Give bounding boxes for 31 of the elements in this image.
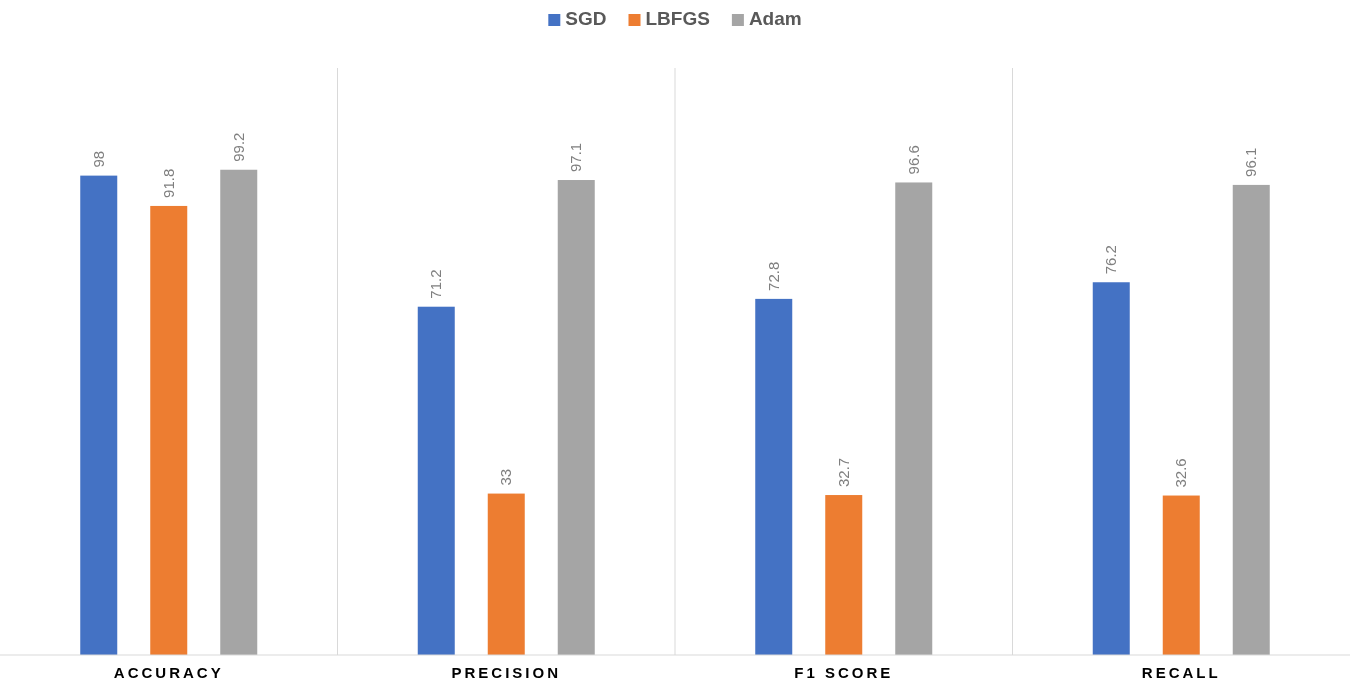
bar: [895, 182, 933, 655]
data-label: 97.1: [567, 142, 585, 173]
data-label: 96.1: [1242, 147, 1260, 177]
data-label: 72.8: [764, 261, 782, 291]
bar: [1162, 495, 1200, 655]
bar: [150, 205, 188, 655]
legend-label: LBFGS: [645, 8, 710, 29]
bar: [825, 495, 863, 655]
legend-label: SGD: [565, 8, 607, 29]
data-label: 32.6: [1172, 458, 1190, 488]
data-label: 33: [497, 468, 515, 486]
x-tick-label: ACCURACY: [113, 663, 224, 681]
bar: [1232, 184, 1270, 655]
bar: [557, 180, 595, 655]
x-tick-label: RECALL: [1141, 663, 1221, 681]
data-label: 71.2: [427, 269, 445, 299]
data-label: 91.8: [159, 168, 177, 198]
legend-label: Adam: [748, 8, 802, 29]
bar: [220, 169, 258, 655]
data-label: 98: [89, 150, 107, 168]
x-tick-label: F1 SCORE: [794, 663, 894, 681]
bar: [417, 306, 455, 655]
bar: [80, 175, 118, 655]
data-label: 32.7: [834, 457, 852, 488]
data-label: 96.6: [904, 145, 922, 175]
bar: [487, 493, 525, 655]
data-label: 99.2: [229, 132, 247, 162]
bar: [755, 298, 793, 655]
x-tick-label: PRECISION: [451, 663, 562, 681]
bar: [1092, 282, 1130, 655]
data-label: 76.2: [1102, 245, 1120, 275]
